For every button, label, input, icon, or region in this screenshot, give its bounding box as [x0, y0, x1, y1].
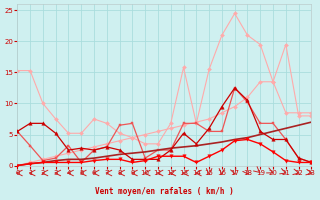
X-axis label: Vent moyen/en rafales ( km/h ): Vent moyen/en rafales ( km/h )	[95, 187, 234, 196]
